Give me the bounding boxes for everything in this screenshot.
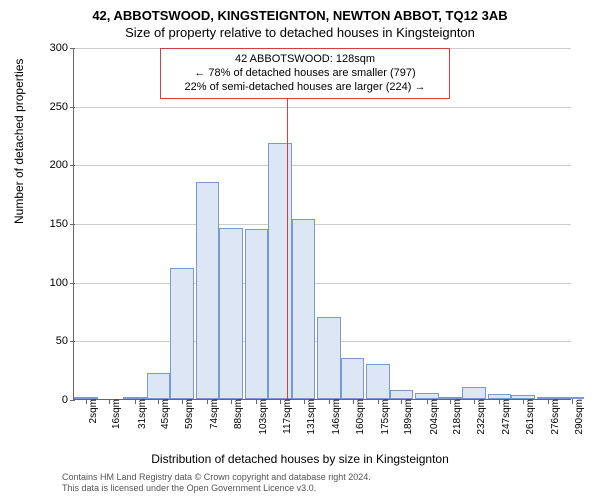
x-axis-label: Distribution of detached houses by size … xyxy=(0,452,600,466)
histogram-bar xyxy=(219,228,243,399)
histogram-bar xyxy=(245,229,269,399)
histogram-bar xyxy=(170,268,194,399)
x-tick-label: 31sqm xyxy=(131,399,148,429)
y-tick-label: 100 xyxy=(50,277,74,289)
histogram-bar xyxy=(366,364,390,399)
x-tick-label: 160sqm xyxy=(349,399,366,435)
x-tick-label: 261sqm xyxy=(519,399,536,435)
y-tick-label: 250 xyxy=(50,101,74,113)
grid-line xyxy=(74,165,571,166)
x-tick-label: 45sqm xyxy=(154,399,171,429)
footer-line1: Contains HM Land Registry data © Crown c… xyxy=(62,472,371,483)
x-tick-label: 146sqm xyxy=(325,399,342,435)
annotation-line1: 42 ABBOTSWOOD: 128sqm xyxy=(167,53,443,67)
grid-line xyxy=(74,283,571,284)
x-tick-label: 247sqm xyxy=(495,399,512,435)
y-tick-label: 150 xyxy=(50,218,74,230)
x-tick-label: 74sqm xyxy=(203,399,220,429)
y-tick-label: 50 xyxy=(56,335,74,347)
x-tick-label: 131sqm xyxy=(300,399,317,435)
histogram-bar xyxy=(341,358,365,399)
annotation-line3: 22% of semi-detached houses are larger (… xyxy=(167,81,443,95)
histogram-bar xyxy=(147,373,171,399)
histogram-bar xyxy=(268,143,292,399)
x-tick-label: 204sqm xyxy=(423,399,440,435)
annotation-box: 42 ABBOTSWOOD: 128sqm ← 78% of detached … xyxy=(160,48,450,99)
y-tick-label: 200 xyxy=(50,159,74,171)
chart-title-sub: Size of property relative to detached ho… xyxy=(0,23,600,40)
y-tick-label: 300 xyxy=(50,42,74,54)
x-tick-label: 103sqm xyxy=(252,399,269,435)
y-tick-label: 0 xyxy=(62,394,74,406)
histogram-bar xyxy=(292,219,316,399)
chart-container: 42, ABBOTSWOOD, KINGSTEIGNTON, NEWTON AB… xyxy=(0,0,600,500)
histogram-bar xyxy=(317,317,341,399)
x-tick-label: 88sqm xyxy=(227,399,244,429)
x-tick-label: 189sqm xyxy=(397,399,414,435)
histogram-bar xyxy=(196,182,220,399)
annotation-line2: ← 78% of detached houses are smaller (79… xyxy=(167,67,443,81)
histogram-bar xyxy=(462,387,486,399)
footer-attribution: Contains HM Land Registry data © Crown c… xyxy=(62,472,371,494)
x-tick-label: 117sqm xyxy=(276,399,293,434)
x-tick-label: 16sqm xyxy=(105,399,122,429)
footer-line2: This data is licensed under the Open Gov… xyxy=(62,483,371,494)
x-tick-label: 175sqm xyxy=(374,399,391,435)
x-tick-label: 218sqm xyxy=(446,399,463,435)
plot-area: 0501001502002503002sqm16sqm31sqm45sqm59s… xyxy=(73,48,571,400)
y-axis-label: Number of detached properties xyxy=(12,59,26,224)
x-tick-label: 290sqm xyxy=(568,399,585,435)
x-tick-label: 232sqm xyxy=(470,399,487,435)
grid-line xyxy=(74,107,571,108)
chart-title-main: 42, ABBOTSWOOD, KINGSTEIGNTON, NEWTON AB… xyxy=(0,0,600,23)
x-tick-label: 59sqm xyxy=(178,399,195,429)
histogram-bar xyxy=(390,390,414,399)
x-tick-label: 276sqm xyxy=(544,399,561,435)
reference-line xyxy=(287,48,288,399)
x-tick-label: 2sqm xyxy=(82,399,99,423)
grid-line xyxy=(74,224,571,225)
